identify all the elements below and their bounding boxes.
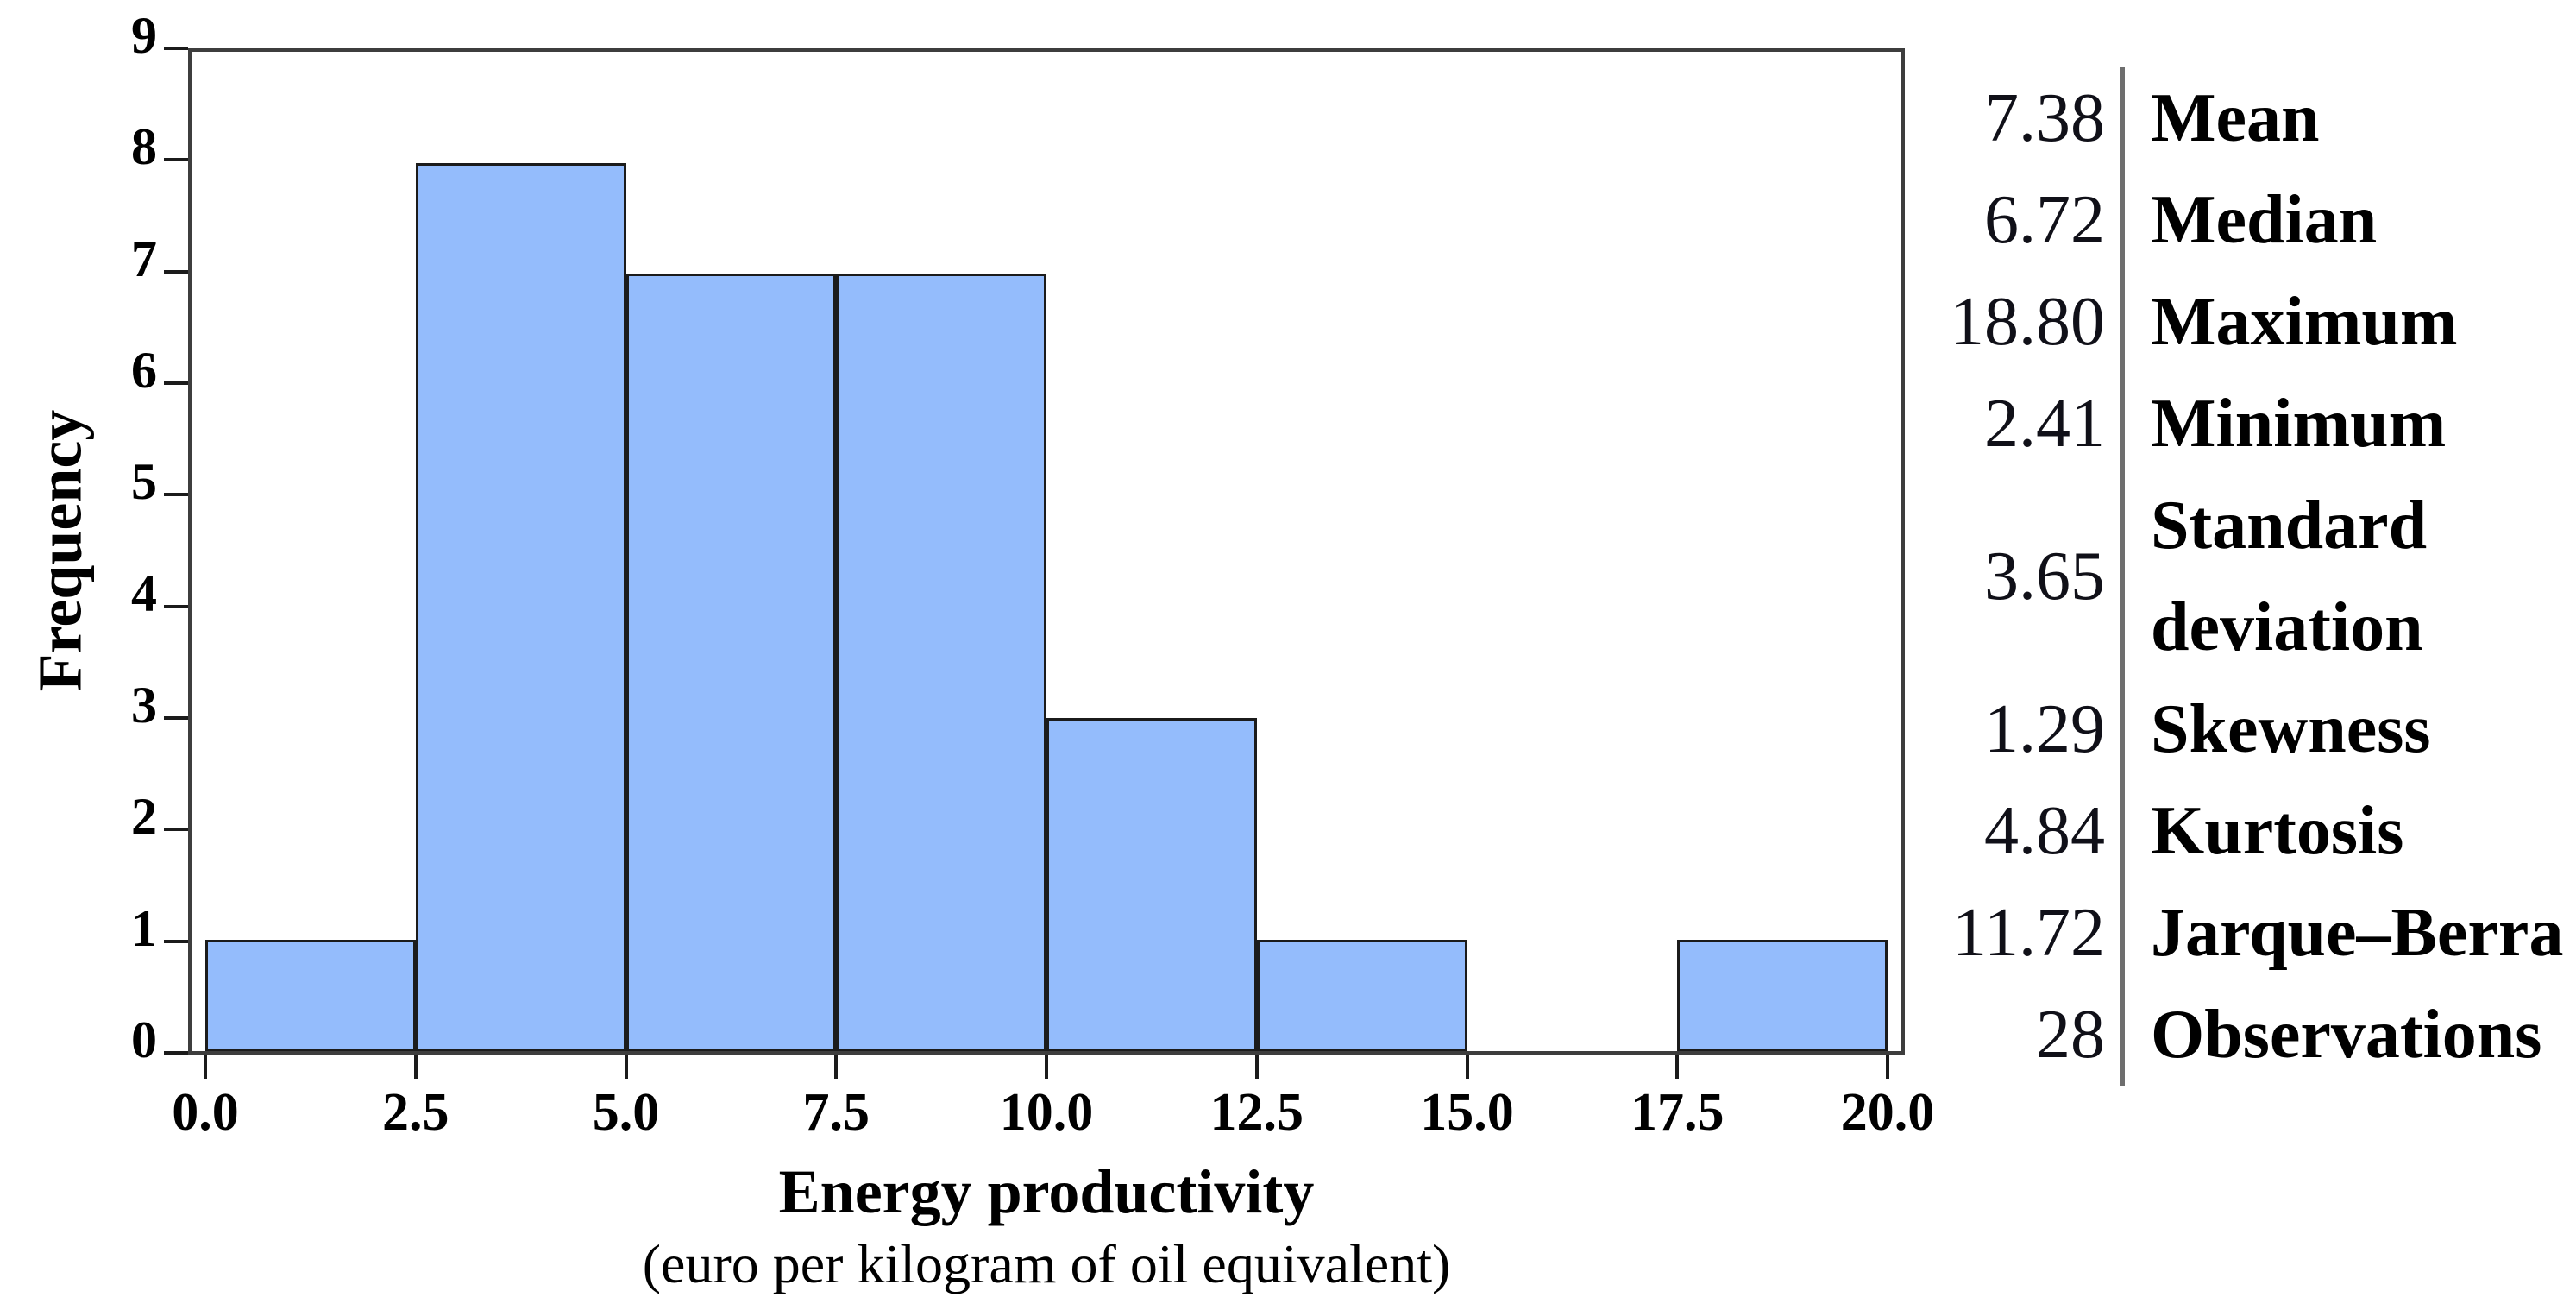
stats-divider-segment [2120,373,2125,475]
y-tick-mark [164,716,188,720]
stat-label: Minimum [2151,386,2447,462]
stat-label: Jarque–Berra [2151,895,2564,971]
y-tick-mark [164,604,188,608]
stat-label: Standard deviation [2151,488,2428,665]
stats-row: 6.72 Median [1898,169,2571,271]
stats-divider-segment [2120,882,2125,984]
x-tick-mark [834,1055,839,1079]
stat-value: 6.72 [1984,181,2105,258]
stat-label: Mean [2151,80,2320,156]
y-tick-label: 9 [131,7,157,65]
y-tick-label: 4 [131,564,157,622]
y-tick-mark [164,269,188,274]
stat-value: 11.72 [1951,894,2105,971]
x-tick-mark [413,1055,418,1079]
y-tick-mark [164,493,188,497]
stat-value: 7.38 [1984,79,2105,156]
y-tick-mark [164,939,188,943]
x-tick-label: 10.0 [999,1083,1094,1142]
x-tick-label: 20.0 [1840,1083,1935,1142]
y-tick-label: 2 [131,788,157,846]
stat-label: Skewness [2151,691,2431,767]
y-tick-label: 5 [131,453,157,511]
stats-divider-segment [2120,780,2125,882]
stats-divider-segment [2120,271,2125,373]
stat-value: 28 [2036,996,2105,1073]
histogram-bar [625,274,837,1051]
stats-row: 18.80 Maximum [1898,271,2571,373]
bars-layer [205,52,1888,1051]
histogram-bar [1046,718,1257,1051]
stats-row: 2.41 Minimum [1898,373,2571,475]
histogram-bar [1256,940,1467,1051]
y-tick-label: 8 [131,118,157,176]
x-axis-title: Energy productivity [778,1157,1315,1226]
x-tick-label: 0.0 [172,1083,239,1142]
histogram-bar [1677,940,1888,1051]
histogram-bar [205,940,416,1051]
stats-row: 3.65 Standard deviation [1898,475,2571,678]
y-tick-mark [164,1051,188,1055]
y-tick-mark [164,158,188,162]
x-tick-label: 5.0 [592,1083,660,1142]
x-tick-mark [624,1055,628,1079]
x-tick-mark [1465,1055,1469,1079]
y-tick-label: 7 [131,230,157,287]
stat-label: Median [2151,182,2378,258]
x-tick-label: 15.0 [1420,1083,1514,1142]
stats-row: 28 Observations [1898,984,2571,1086]
stat-value: 2.41 [1984,385,2105,462]
stats-divider-segment [2120,678,2125,780]
stat-value: 3.65 [1984,538,2105,614]
x-tick-mark [1675,1055,1680,1079]
y-tick-label: 6 [131,342,157,400]
x-tick-mark [1045,1055,1048,1079]
stats-row: 11.72 Jarque–Berra [1898,882,2571,984]
x-tick-mark [1254,1055,1259,1079]
stats-row: 1.29 Skewness [1898,678,2571,780]
y-tick-label: 3 [131,677,157,734]
x-tick-label: 12.5 [1209,1083,1304,1142]
x-tick-mark [1886,1055,1889,1079]
stat-value: 1.29 [1984,690,2105,767]
histogram-bar [836,274,1046,1051]
stat-value: 18.80 [1950,283,2105,360]
x-axis-subtitle: (euro per kilogram of oil equivalent) [642,1233,1451,1294]
stat-label: Observations [2151,997,2542,1073]
histogram-bar [415,162,626,1051]
x-tick-label: 17.5 [1630,1083,1725,1142]
stat-label: Maximum [2151,284,2458,360]
y-tick-mark [164,47,188,51]
y-tick-mark [164,828,188,832]
y-tick-mark [164,381,188,386]
stats-panel: 7.38 Mean 6.72 Median 18.80 Maximum 2.41 Minimu… [1898,67,2571,1086]
stats-divider-segment [2120,169,2125,271]
stats-divider-segment [2120,67,2125,169]
y-tick-label: 0 [131,1011,157,1068]
stats-divider-segment [2120,984,2125,1086]
stats-row: 7.38 Mean [1898,67,2571,169]
x-tick-mark [204,1055,207,1079]
x-tick-label: 7.5 [802,1083,870,1142]
stats-row: 4.84 Kurtosis [1898,780,2571,882]
stat-value: 4.84 [1984,792,2105,869]
x-tick-label: 2.5 [382,1083,449,1142]
stats-divider-segment [2120,475,2125,678]
y-tick-label: 1 [131,899,157,957]
stat-label: Kurtosis [2151,793,2404,869]
